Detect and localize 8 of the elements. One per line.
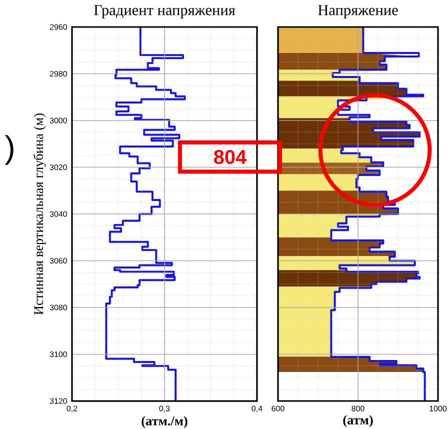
- annotation: 804: [214, 150, 247, 164]
- text: ): [4, 135, 14, 165]
- line-series: [105, 27, 186, 402]
- chart-title: Градиент напряжения: [94, 5, 236, 18]
- chart-title: Напряжение: [318, 5, 398, 18]
- x-axis-title: (атм./м): [142, 416, 188, 428]
- y-axis-title: Истинная вертикальная глубина (м): [33, 114, 46, 315]
- x-axis-title: (атм): [343, 415, 373, 428]
